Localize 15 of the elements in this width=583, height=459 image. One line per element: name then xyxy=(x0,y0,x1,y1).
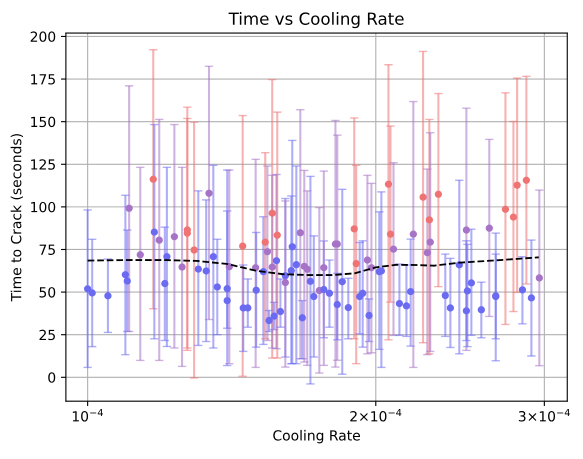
y-axis-title: Time to Crack (seconds) xyxy=(10,134,24,302)
y-tick-label: 100 xyxy=(31,202,56,212)
x-tick-label: 3×10$^{−4}$ xyxy=(518,408,570,422)
y-tick-label: 125 xyxy=(31,159,55,170)
y-tick-label: 200 xyxy=(30,31,56,42)
x-axis-title: Cooling Rate xyxy=(273,430,360,444)
y-tick-label: 175 xyxy=(31,74,55,85)
y-tick-label: 25 xyxy=(40,330,55,340)
y-tick-label: 75 xyxy=(40,244,55,255)
chart-title: Time vs Cooling Rate xyxy=(228,12,404,28)
y-tick-label: 150 xyxy=(31,116,56,128)
x-tick-label: 2×10$^{−4}$ xyxy=(350,408,402,422)
y-tick-label: 50 xyxy=(40,287,56,298)
x-tick-label: 10$^{−4}$ xyxy=(72,408,103,422)
y-tick-label: 0 xyxy=(48,372,56,383)
